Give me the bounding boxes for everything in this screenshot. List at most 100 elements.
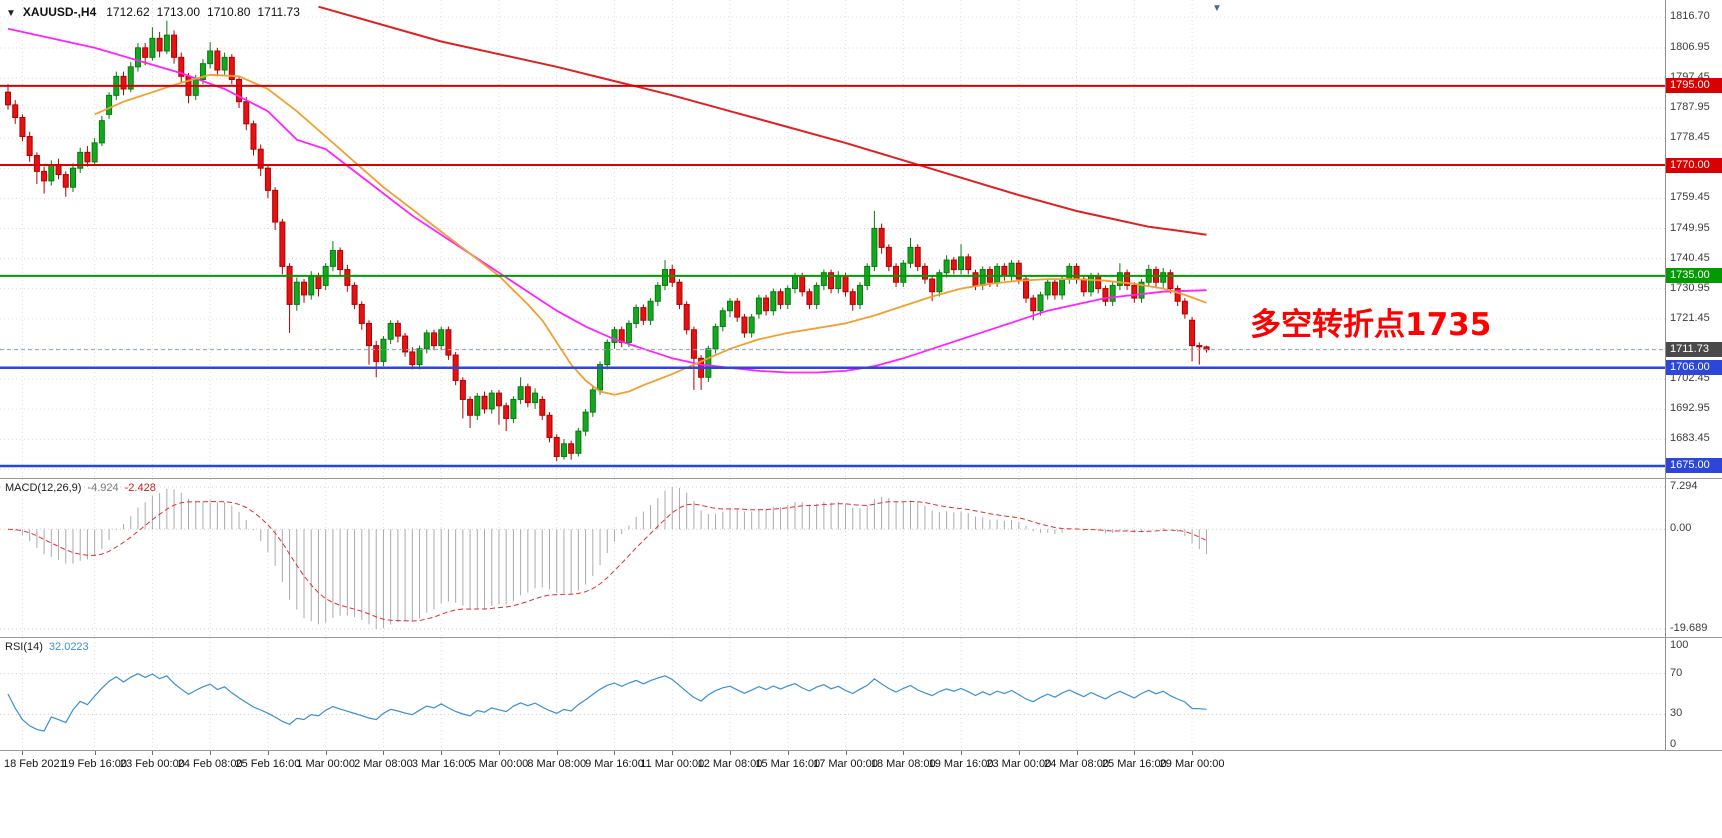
price-axis-label: 1683.45: [1670, 432, 1710, 445]
time-axis-label: 25 Mar 16:00: [1101, 758, 1167, 770]
price-chart-panel[interactable]: ▼ XAUUSD-,H4 1712.62 1713.00 1710.80 1711.73 …: [0, 0, 1665, 478]
rsi-axis-label: 30: [1670, 707, 1683, 720]
time-tick: [1134, 751, 1136, 755]
rsi-label: RSI(14) 32.0223: [5, 641, 95, 653]
time-tick: [787, 751, 789, 755]
time-tick: [730, 751, 731, 755]
panel-separator[interactable]: [0, 750, 1722, 751]
time-tick: [383, 751, 385, 755]
time-axis-label: 25 Feb 16:00: [235, 758, 301, 770]
time-tick: [672, 751, 674, 755]
price-axis-label: 1759.45: [1670, 191, 1710, 204]
time-axis-label: 9 Mar 16:00: [585, 758, 644, 770]
time-axis-label: 12 Mar 08:00: [697, 758, 763, 770]
time-tick: [845, 751, 847, 755]
one-click-trading-icon[interactable]: ▼: [6, 8, 16, 19]
time-tick: [267, 751, 269, 755]
macd-panel[interactable]: MACD(12,26,9) -4.924 -2.428: [0, 479, 1665, 637]
price-axis-label: 1816.70: [1670, 10, 1710, 23]
time-axis-label: 18 Feb 2021: [4, 758, 66, 770]
rsi-value: 32.0223: [48, 641, 89, 653]
rsi-name: RSI(14): [5, 641, 43, 653]
time-tick: [1192, 751, 1194, 755]
time-axis-label: 1 Mar 00:00: [296, 758, 356, 770]
macd-axis-label: -19.689: [1670, 622, 1708, 634]
price-axis-label: 1730.95: [1670, 281, 1710, 294]
price-axis-label: 1787.95: [1670, 101, 1710, 114]
rsi-axis-label: 0: [1670, 738, 1677, 750]
time-tick: [22, 751, 24, 755]
price-badge-1735.00: 1735.00: [1666, 268, 1722, 284]
time-axis-label: 18 Mar 08:00: [870, 758, 936, 770]
rsi-line: [7, 673, 1207, 732]
time-axis-label: 19 Mar 16:00: [928, 758, 994, 770]
price-axis-label: 1778.45: [1670, 131, 1710, 144]
time-tick: [325, 751, 327, 755]
open-value: 1712.62: [106, 5, 150, 19]
macd-axis-label: 7.294: [1670, 480, 1698, 492]
time-tick: [441, 751, 443, 755]
time-axis-label: 8 Mar 08:00: [527, 758, 587, 770]
time-axis-label: 3 Mar 16:00: [411, 758, 471, 770]
time-axis-label: 17 Mar 00:00: [813, 758, 878, 770]
rsi-axis-label: 100: [1670, 639, 1689, 651]
time-tick: [498, 751, 500, 755]
chart-annotation-text[interactable]: 多空转折点1735: [1250, 307, 1492, 343]
high-value: 1713.00: [156, 5, 201, 19]
time-axis-label: 23 Feb 00:00: [119, 758, 185, 770]
macd-label: MACD(12,26,9) -4.924 -2.428: [5, 482, 162, 494]
macd-signal-value: -2.428: [124, 482, 156, 494]
time-axis-label: 19 Feb 16:00: [62, 758, 128, 770]
price-axis-label: 1721.45: [1670, 311, 1710, 324]
time-axis-label: 29 Mar 00:00: [1159, 758, 1225, 770]
macd-axis-label: 0.00: [1670, 522, 1692, 535]
time-axis-label: 15 Mar 16:00: [755, 758, 821, 770]
price-badge-1711.73: 1711.73: [1666, 342, 1722, 358]
candlestick-plot[interactable]: [0, 0, 1665, 478]
low-value: 1710.80: [207, 5, 251, 19]
time-axis-label: 24 Feb 08:00: [177, 758, 243, 770]
chart-info-bar: ▼ XAUUSD-,H4 1712.62 1713.00 1710.80 1711.73: [6, 5, 307, 19]
rsi-axis-label: 70: [1670, 666, 1683, 679]
time-tick: [1076, 751, 1078, 755]
time-tick: [210, 751, 212, 755]
ma-long-red: [318, 5, 1207, 236]
time-tick: [556, 751, 558, 755]
price-axis-label: 1740.45: [1670, 251, 1710, 264]
symbol-period-label: XAUUSD-,H4: [22, 5, 97, 19]
macd-signal-line: [7, 500, 1207, 622]
price-axis-label: 1806.95: [1670, 40, 1710, 53]
price-axis-label: 1692.95: [1670, 402, 1710, 415]
price-badge-1795.00: 1795.00: [1666, 78, 1722, 94]
rsi-plot[interactable]: [0, 638, 1665, 750]
time-axis-label: 23 Mar 00:00: [986, 758, 1052, 770]
price-badge-1770.00: 1770.00: [1666, 157, 1722, 173]
time-tick: [152, 751, 154, 755]
time-axis-label: 11 Mar 00:00: [640, 758, 705, 770]
macd-main-value: -4.924: [87, 482, 119, 494]
price-axis-label: 1749.95: [1670, 221, 1710, 234]
time-axis-label: 24 Mar 08:00: [1044, 758, 1109, 770]
macd-histogram: [14, 487, 1208, 629]
close-value: 1711.73: [257, 5, 300, 19]
time-axis-label: 5 Mar 00:00: [469, 758, 529, 770]
panel-separator[interactable]: [0, 478, 1722, 479]
time-tick: [94, 751, 96, 755]
price-badge-1675.00: 1675.00: [1666, 458, 1722, 474]
time-axis-label: 2 Mar 08:00: [354, 758, 413, 770]
chart-shift-marker-icon[interactable]: ▼: [1212, 3, 1222, 14]
price-badge-1706.00: 1706.00: [1666, 360, 1722, 376]
macd-plot[interactable]: [0, 479, 1665, 637]
time-tick: [1018, 751, 1020, 755]
ma-fast-orange: [94, 73, 1207, 396]
time-axis[interactable]: 18 Feb 2021 19 Feb 16:00 23 Feb 00:00 24 Fe…: [0, 751, 1722, 777]
rsi-panel[interactable]: RSI(14) 32.0223: [0, 638, 1665, 750]
price-axis[interactable]: 1816.70 1806.95 1797.45 1787.95 1778.45 1759.…: [1665, 0, 1722, 751]
time-tick: [961, 751, 963, 755]
macd-name: MACD(12,26,9): [5, 482, 82, 494]
time-tick: [903, 751, 905, 755]
panel-separator[interactable]: [0, 637, 1722, 638]
time-tick: [614, 751, 616, 755]
ma-mid-magenta: [7, 27, 1207, 374]
